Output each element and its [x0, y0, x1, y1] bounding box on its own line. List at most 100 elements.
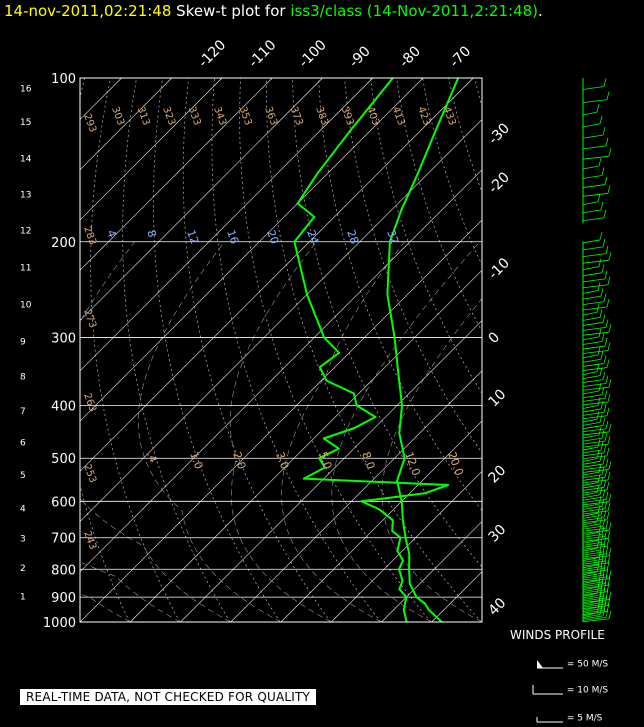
temperature-point [408, 568, 410, 571]
plot-title: 14-nov-2011,02:21:48 Skew-t plot for iss… [4, 2, 543, 20]
wind-barb [582, 471, 600, 476]
wind-barb [582, 606, 599, 611]
wind-barb-feather [603, 509, 607, 518]
dry-adiabat [211, 78, 381, 622]
wind-barb [582, 111, 598, 116]
wind-legend-50-label: = 50 M/S [566, 659, 609, 670]
wind-barb-feather [608, 610, 612, 619]
height-tick-label: 5 [20, 471, 26, 481]
wind-barb-feather [604, 337, 608, 347]
isotherm-right-label: -20 [486, 169, 513, 196]
wind-barb-feather [600, 476, 604, 486]
wind-barb [582, 358, 602, 363]
wind-barb-feather [596, 563, 600, 572]
wind-barb [582, 521, 598, 526]
wind-barb [582, 458, 598, 462]
wind-barb-feather [607, 185, 611, 194]
isotherm-top-label: -110 [246, 37, 280, 71]
wind-barb-feather [608, 461, 612, 470]
dry-adiabat [448, 78, 482, 193]
moist-adiabat [80, 561, 181, 622]
dewpoint-point [360, 500, 363, 503]
wind-barb [582, 549, 601, 554]
wind-barb [582, 375, 601, 380]
isotherm-line [130, 269, 482, 622]
isotherm-line [80, 78, 223, 221]
wind-barb-feather [604, 433, 608, 442]
wind-barb-feather [598, 572, 602, 581]
height-tick-label: 9 [20, 338, 26, 348]
temperature-point [397, 373, 400, 375]
wind-barb-feather [599, 115, 603, 125]
isotherm-line [80, 78, 474, 472]
height-tick-label: 10 [20, 301, 32, 311]
isotherm-line [381, 521, 482, 622]
height-tick-label: 4 [20, 505, 26, 515]
wind-barb-feather [602, 238, 606, 247]
temperature-point [416, 172, 419, 175]
dewpoint-point [378, 508, 380, 510]
wind-barb-feather [605, 568, 609, 578]
wind-barb [582, 246, 604, 251]
wind-barb-feather [600, 351, 604, 360]
wind-barb-feather [597, 438, 601, 448]
wind-barb-feather [606, 603, 610, 612]
title-station-time: (14-Nov-2011,2:21:48) [366, 2, 539, 20]
wind-barb [582, 311, 598, 316]
wind-barb-feather [599, 231, 603, 241]
wind-barb-feather [605, 245, 609, 254]
moist-adiabat-label: 1.0 [187, 450, 205, 471]
wind-barb [582, 428, 607, 433]
dry-adiabat-top-label: 413 [390, 105, 407, 127]
wind-barb-feather [596, 410, 600, 420]
wind-barb [582, 573, 601, 577]
wind-barb-feather [602, 543, 606, 553]
wind-barb-feather [597, 282, 601, 291]
wind-barb [582, 609, 605, 614]
wind-barb-feather [607, 436, 611, 445]
title-trailing: . [538, 2, 543, 20]
wind-barb-feather [603, 536, 607, 545]
wind-barb [582, 501, 610, 506]
wind-barb [582, 209, 602, 214]
isotherm-line [80, 78, 373, 372]
wind-legend-5-label: = 5 M/S [566, 713, 603, 724]
wind-barb-feather [598, 157, 602, 167]
wind-barb-feather [603, 293, 607, 302]
wind-barb-feather [596, 450, 600, 459]
wind-barb-feather [608, 522, 612, 531]
wind-barb-feather [597, 346, 601, 356]
wind-barb-feather [599, 606, 603, 615]
wind-barb [582, 411, 605, 416]
isotherm-top-label: -70 [447, 43, 474, 70]
wind-barb [582, 239, 601, 244]
temperature-profile [386, 78, 460, 622]
wind-barb-feather [601, 498, 605, 507]
wind-barbs [582, 78, 612, 623]
dry-adiabat-top-label: 303 [109, 105, 126, 127]
wind-barb-feather [598, 464, 602, 473]
height-tick-label: 14 [20, 154, 32, 164]
wind-barb [582, 547, 598, 552]
wind-barb [582, 534, 603, 538]
wind-barb [582, 452, 605, 457]
dry-adiabat-left-label: 243 [81, 530, 98, 552]
wind-barb [582, 284, 609, 289]
mixing-ratio-label: 24 [304, 228, 321, 246]
wind-barb-feather [597, 505, 601, 514]
wind-barb [582, 487, 605, 491]
wind-barb [582, 618, 610, 623]
isotherm-right-label: 40 [486, 595, 510, 619]
wind-barb [582, 583, 606, 588]
wind-barb [582, 616, 607, 621]
wind-barb-feather [601, 333, 605, 342]
wind-barb-feather [596, 585, 600, 594]
wind-barb [582, 529, 610, 534]
wind-barb-feather [605, 319, 609, 328]
wind-barb [582, 266, 600, 270]
height-tick-label: 15 [20, 118, 31, 128]
isotherm-line [80, 78, 172, 171]
wind-barb [582, 455, 608, 460]
wind-barb-feather [599, 486, 603, 495]
wind-barb-feather [607, 554, 611, 564]
